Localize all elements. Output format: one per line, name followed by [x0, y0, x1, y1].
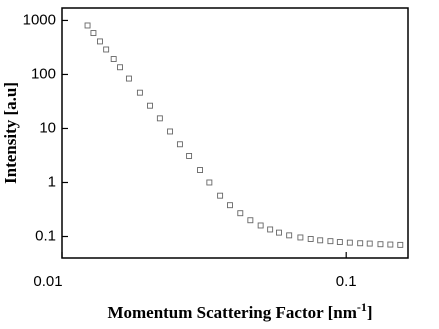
x-axis-label: Momentum Scattering Factor [nm-1] [107, 300, 372, 322]
data-point [346, 239, 353, 246]
data-point [186, 153, 193, 159]
data-point [366, 240, 373, 247]
data-point [176, 141, 183, 148]
y-tick-label: 0.1 [35, 227, 56, 244]
data-point [147, 102, 153, 109]
y-tick-label: 10 [39, 119, 56, 136]
data-point [110, 56, 117, 62]
x-label-end: ] [367, 303, 373, 322]
data-point [84, 22, 91, 29]
y-tick-label: 1000 [23, 11, 56, 28]
data-point [297, 234, 304, 241]
data-point [117, 64, 123, 71]
x-label-sup: -1 [357, 300, 367, 314]
data-point [397, 241, 404, 248]
data-point [387, 241, 394, 248]
y-tick-label: 100 [31, 65, 56, 82]
data-point [307, 236, 314, 242]
data-point [90, 30, 97, 37]
data-point [317, 237, 324, 244]
data-point [247, 217, 254, 224]
x-tick-label: 0.1 [336, 273, 357, 290]
data-point [336, 239, 343, 245]
data-point [125, 75, 132, 82]
data-point [357, 240, 364, 247]
data-point [327, 238, 334, 245]
data-point [97, 38, 103, 45]
data-point [136, 89, 143, 96]
x-tick-label: 0.01 [33, 273, 62, 290]
data-point [267, 226, 274, 233]
x-label-main: Momentum Scattering Factor [nm [107, 303, 356, 322]
data-point [197, 167, 203, 173]
data-point [227, 202, 233, 209]
data-point [237, 210, 244, 217]
data-point [103, 46, 110, 53]
data-point [156, 115, 163, 122]
data-point [206, 179, 213, 186]
data-point [257, 222, 264, 229]
y-tick-label: 1 [48, 173, 56, 190]
data-point [217, 192, 224, 199]
data-point [377, 241, 384, 248]
data-point [276, 229, 282, 236]
plot-frame [61, 7, 409, 259]
data-point [286, 232, 293, 239]
data-point [167, 128, 174, 135]
y-axis-label: Intensity [a.u] [1, 82, 20, 184]
